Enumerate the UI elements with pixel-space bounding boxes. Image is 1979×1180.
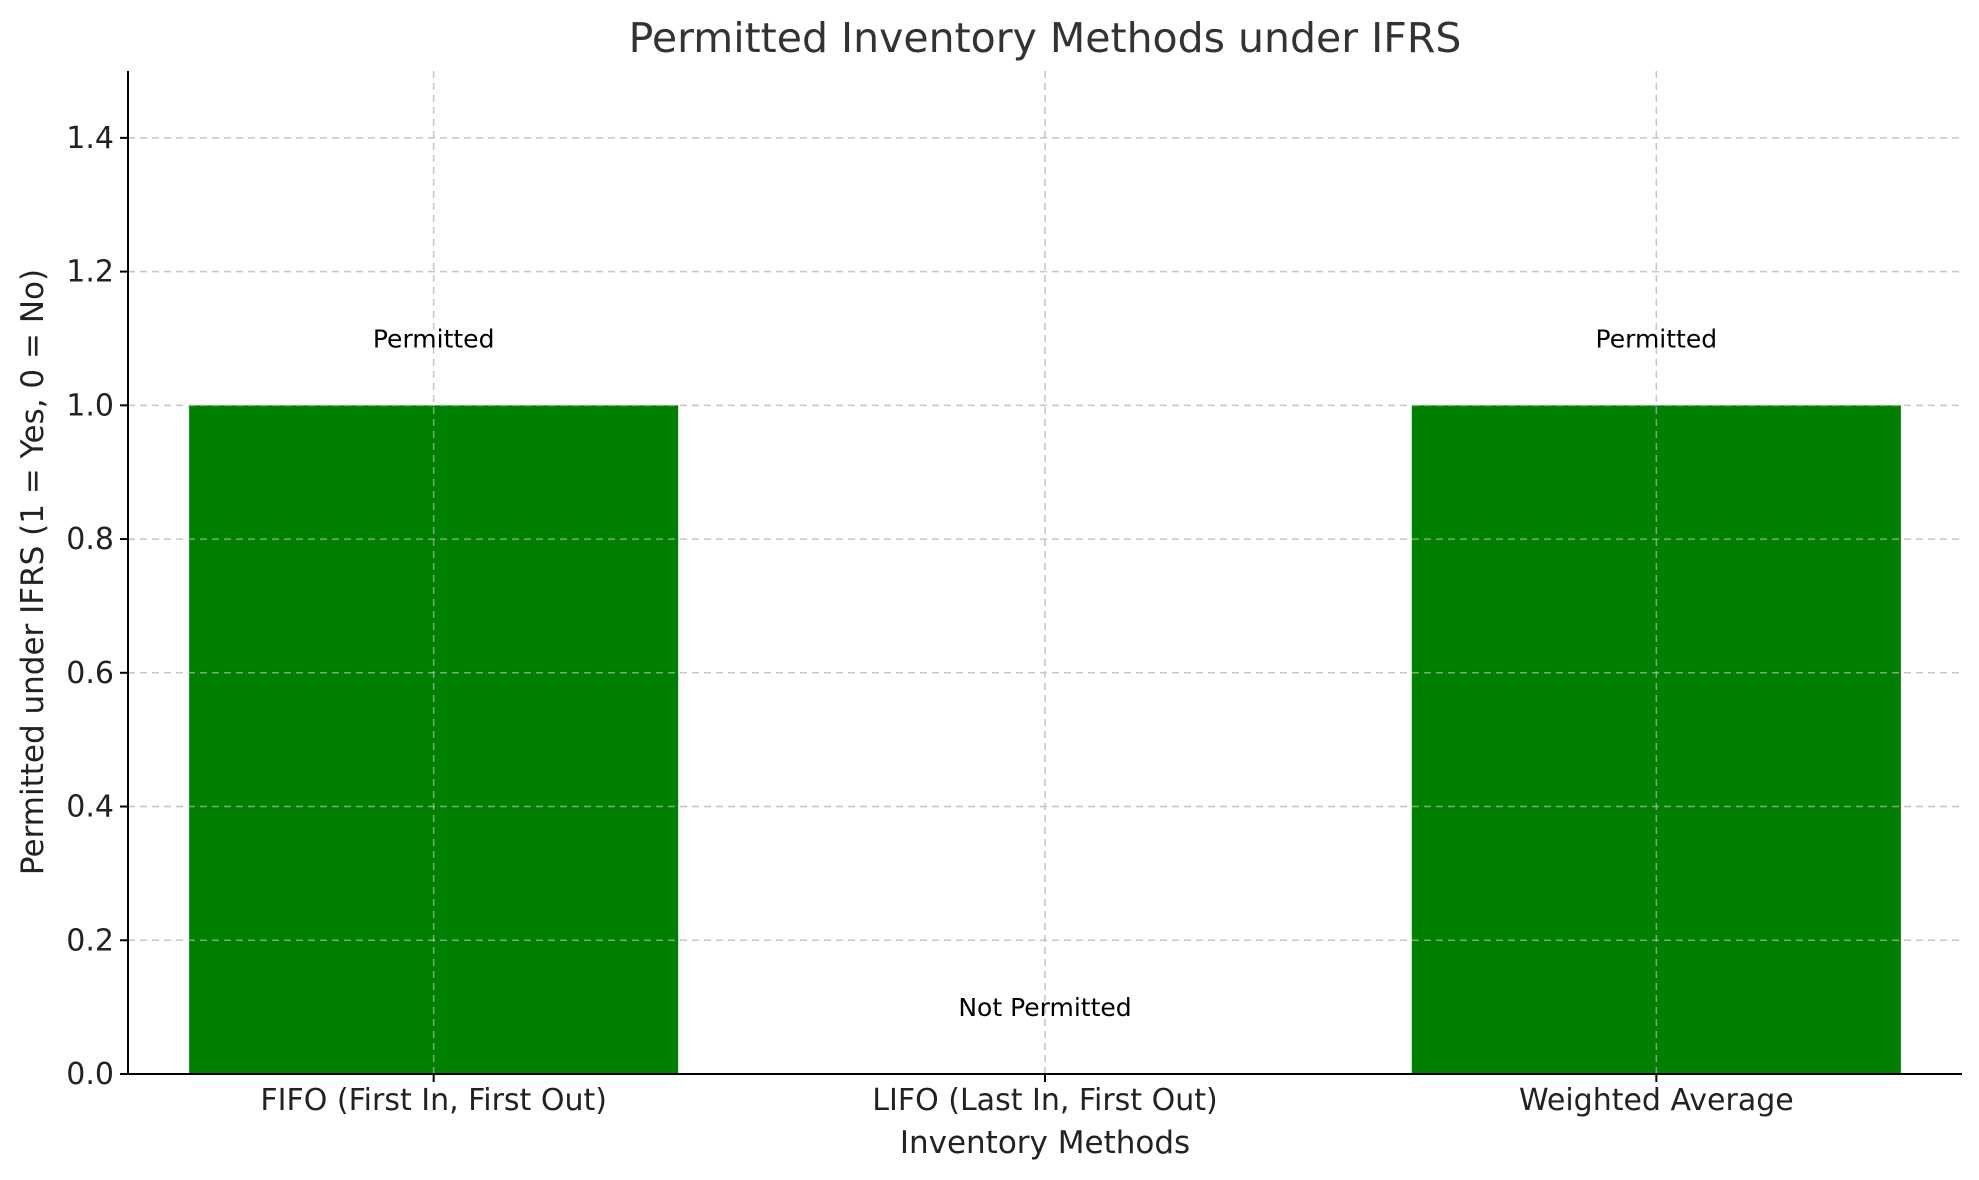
data-labels: Permitted Not Permitted Permitted <box>373 324 1717 1022</box>
y-tick-label: 0.0 <box>66 1057 114 1092</box>
x-tick-label: LIFO (Last In, First Out) <box>872 1083 1217 1118</box>
y-tick-label: 0.6 <box>66 656 114 691</box>
bars <box>128 71 1962 1075</box>
x-tick-label: FIFO (First In, First Out) <box>260 1083 607 1118</box>
y-tick-label: 0.8 <box>66 522 114 557</box>
data-label: Not Permitted <box>958 993 1131 1022</box>
x-axis-label: Inventory Methods <box>900 1125 1190 1161</box>
chart-title: Permitted Inventory Methods under IFRS <box>629 14 1462 62</box>
data-label: Permitted <box>1596 324 1718 353</box>
y-tick-label: 0.2 <box>66 923 114 958</box>
y-tick-label: 1.0 <box>66 388 114 423</box>
y-tick-label: 1.4 <box>66 121 114 156</box>
y-tick-label: 0.4 <box>66 790 114 825</box>
y-tick-label: 1.2 <box>66 255 114 290</box>
x-tick-label: Weighted Average <box>1519 1083 1794 1118</box>
axes: 0.0 0.2 0.4 0.6 0.8 1.0 1.2 1.4 FIFO (First In, … <box>66 71 1962 1118</box>
data-label: Permitted <box>373 324 495 353</box>
y-axis-label: Permitted under IFRS (1 = Yes, 0 = No) <box>15 269 51 875</box>
